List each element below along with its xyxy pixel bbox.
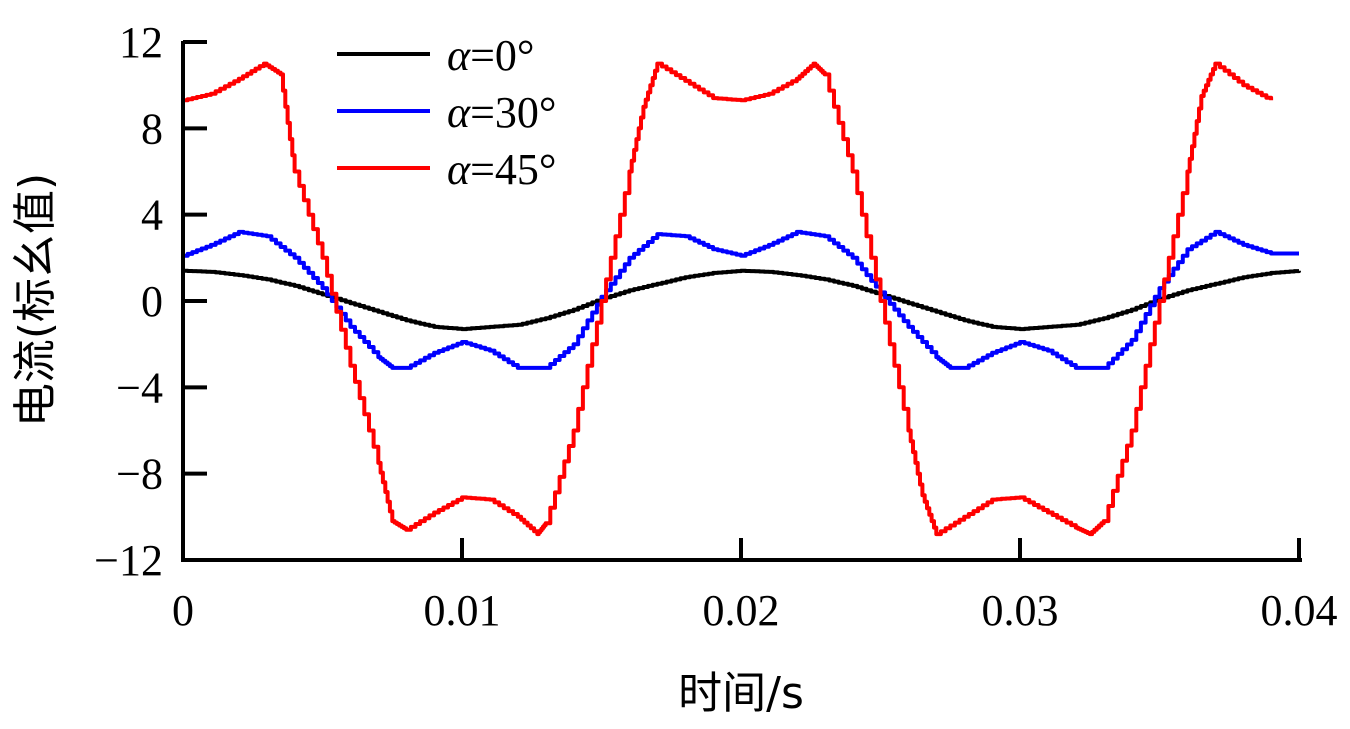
x-tick-label: 0.04 bbox=[1261, 586, 1338, 635]
y-tick-label: 8 bbox=[141, 104, 163, 153]
y-tick-label: −4 bbox=[116, 363, 163, 412]
x-tick-label: 0.02 bbox=[703, 586, 780, 635]
x-ticks: 0 0.01 0.02 0.03 0.04 bbox=[172, 538, 1338, 635]
series-line-2 bbox=[183, 61, 1274, 537]
legend-label: α=0° bbox=[447, 31, 535, 80]
series-line-1 bbox=[183, 229, 1299, 370]
legend: α=0° α=30° α=45° bbox=[337, 31, 557, 194]
x-tick-label: 0.01 bbox=[424, 586, 501, 635]
y-axis-title: 电流(标幺值) bbox=[10, 173, 61, 427]
axes: 12 8 4 0 −4 −8 −12 0 0.01 0.02 0.03 0.04 bbox=[94, 18, 1337, 635]
y-tick-label: −8 bbox=[116, 450, 163, 499]
y-ticks: 12 8 4 0 −4 −8 −12 bbox=[94, 18, 207, 585]
y-tick-label: −12 bbox=[94, 536, 163, 585]
y-tick-label: 0 bbox=[141, 277, 163, 326]
plot-lines bbox=[183, 61, 1301, 537]
x-tick-label: 0.03 bbox=[982, 586, 1059, 635]
y-tick-label: 4 bbox=[141, 191, 163, 240]
legend-label: α=30° bbox=[447, 88, 557, 137]
y-tick-label: 12 bbox=[119, 18, 163, 67]
series-line-0 bbox=[183, 268, 1301, 332]
legend-label: α=45° bbox=[447, 145, 557, 194]
x-tick-label: 0 bbox=[172, 586, 194, 635]
x-axis-title: 时间/s bbox=[678, 668, 804, 719]
